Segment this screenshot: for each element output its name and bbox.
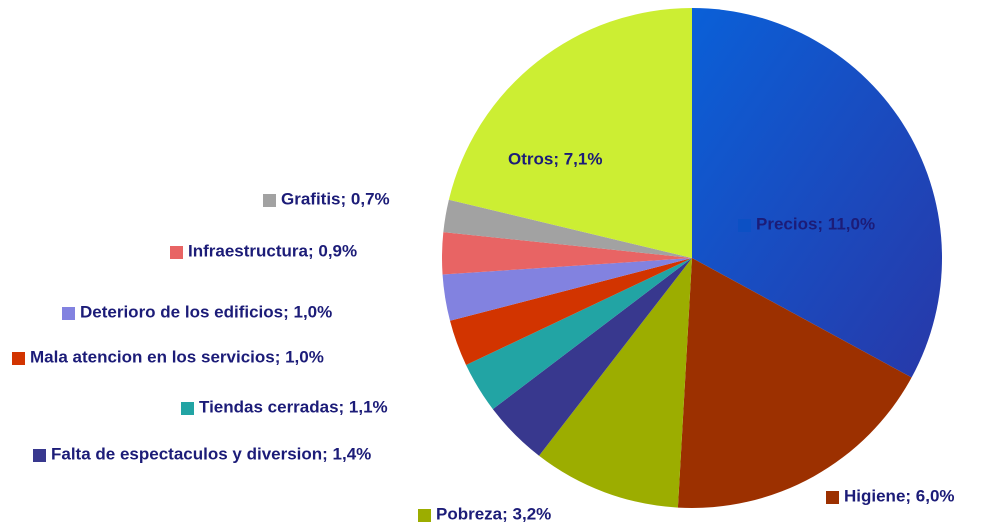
slice-label: Higiene; 6,0% xyxy=(844,486,955,505)
legend-swatch xyxy=(263,194,276,207)
legend-swatch xyxy=(826,491,839,504)
pie-slice xyxy=(539,258,692,508)
slice-label: Pobreza; 3,2% xyxy=(436,504,551,523)
legend-swatch xyxy=(418,509,431,522)
slice-label: Falta de espectaculos y diversion; 1,4% xyxy=(51,444,371,463)
legend-swatch xyxy=(33,449,46,462)
pie-slice xyxy=(450,258,692,365)
legend-swatch xyxy=(738,219,751,232)
legend-swatch xyxy=(12,352,25,365)
pie-slice xyxy=(677,258,912,509)
pie-slice xyxy=(692,8,942,378)
legend-swatch xyxy=(170,246,183,259)
legend-swatch xyxy=(62,307,75,320)
legend-swatch xyxy=(181,402,194,415)
slice-label: Precios; 11,0% xyxy=(756,214,875,233)
pie-slice xyxy=(492,258,692,456)
slice-label: Tiendas cerradas; 1,1% xyxy=(199,397,388,416)
slice-label: Otros; 7,1% xyxy=(508,149,602,168)
pie-slice xyxy=(448,8,692,258)
pie-slice xyxy=(442,258,692,321)
pie-slice xyxy=(442,232,692,275)
slice-label: Infraestructura; 0,9% xyxy=(188,241,357,260)
pie-slice xyxy=(443,199,692,258)
slice-label: Mala atencion en los servicios; 1,0% xyxy=(30,347,324,366)
slice-label: Deterioro de los edificios; 1,0% xyxy=(80,302,332,321)
slice-label: Grafitis; 0,7% xyxy=(281,189,390,208)
pie-slice xyxy=(466,258,692,410)
